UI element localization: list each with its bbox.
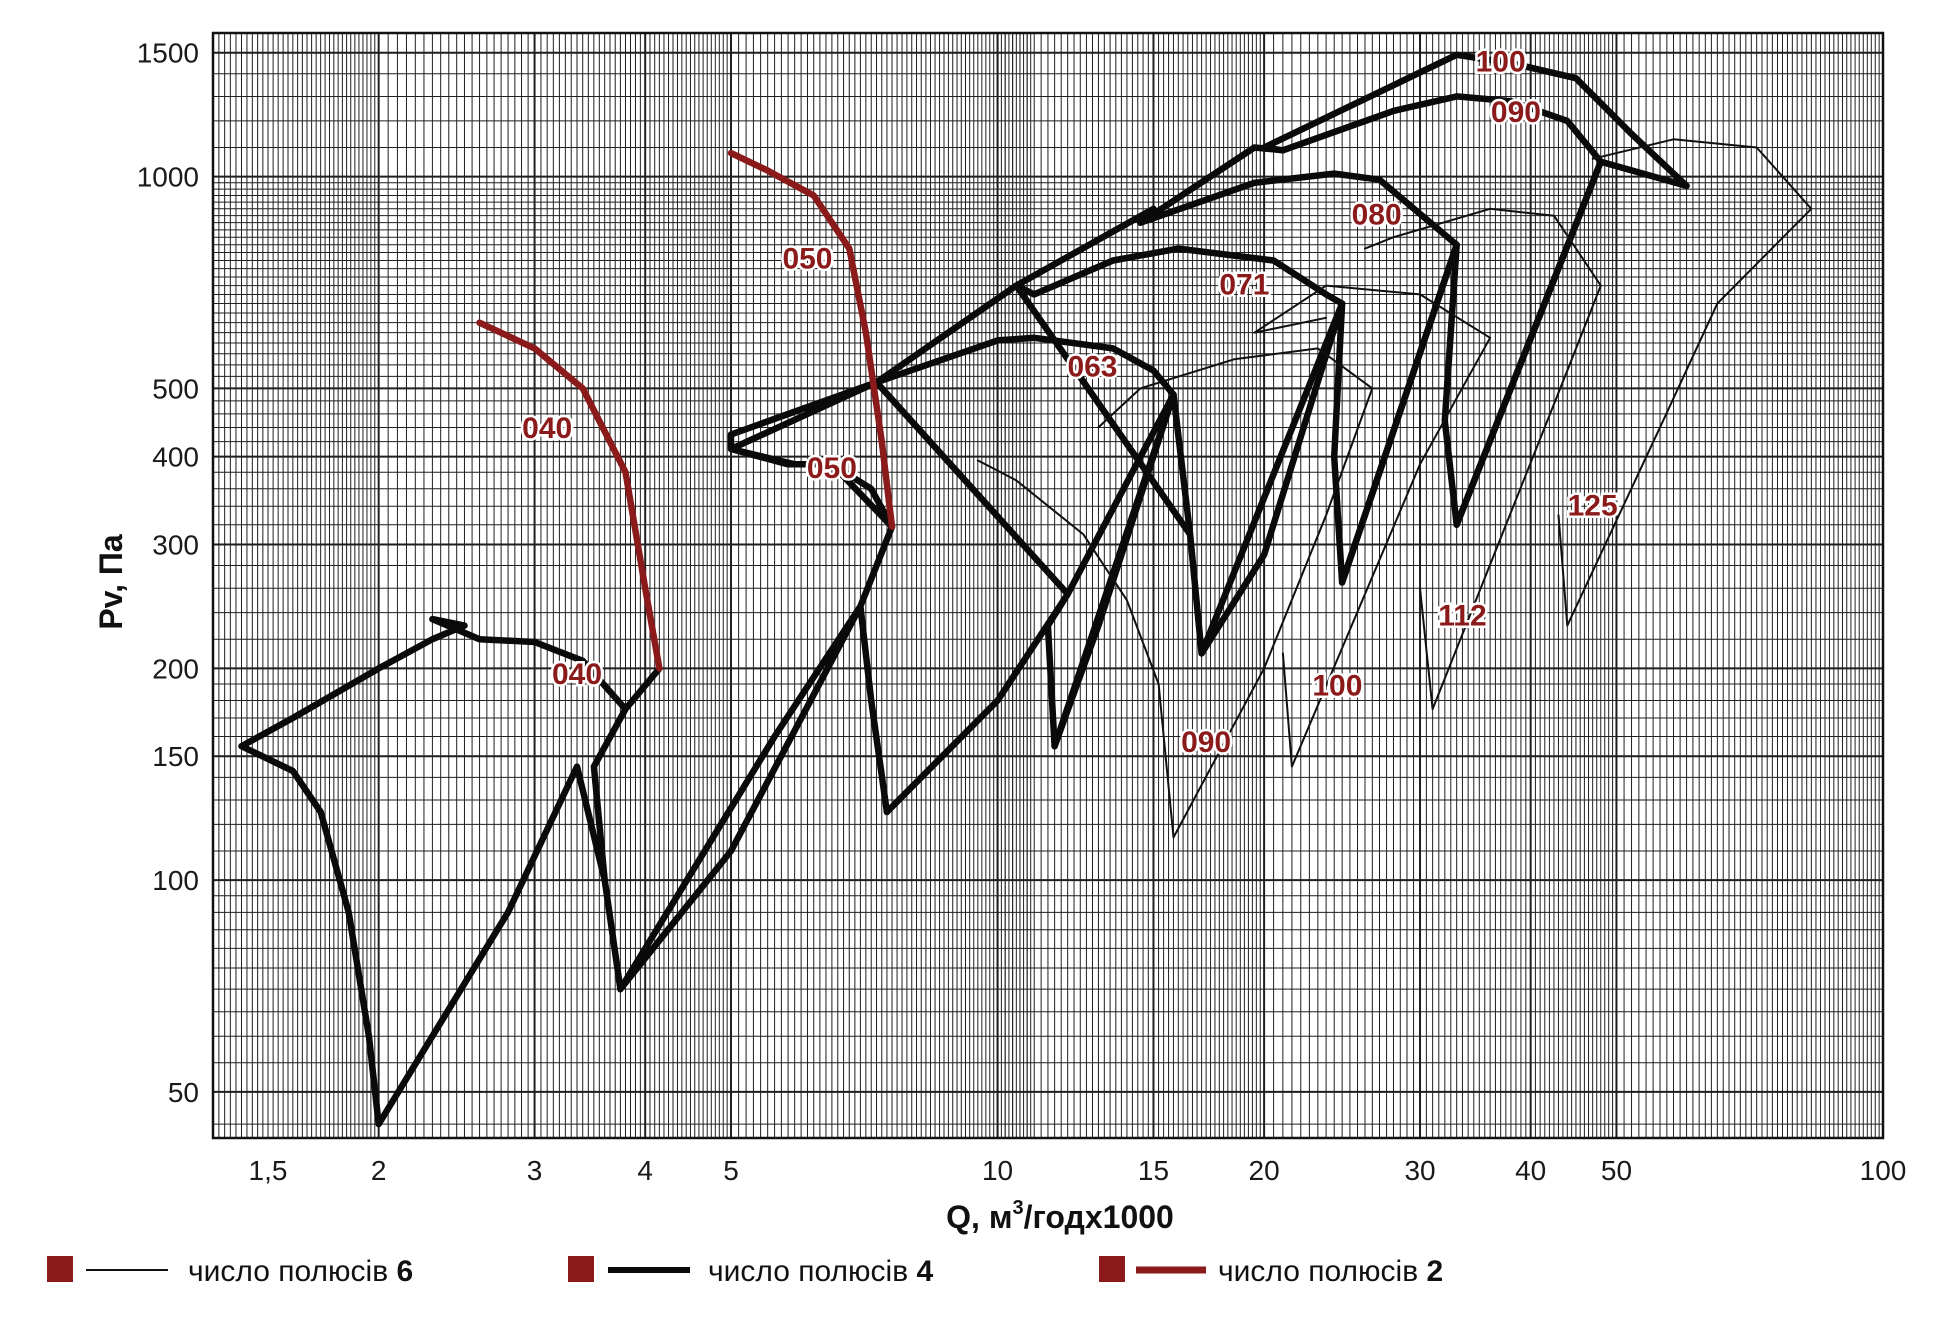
x-tick-label: 1,5 — [249, 1155, 288, 1186]
curve-112-poles-6 — [1364, 207, 1602, 711]
curve-label-063-poles-4: 063 — [1067, 350, 1117, 383]
y-tick-label: 500 — [152, 373, 199, 404]
legend-label-poles-2: число полюсів 2 — [1218, 1255, 1443, 1288]
legend-label-poles-4: число полюсів 4 — [708, 1255, 933, 1288]
x-axis-title: Q, м3/годx1000 — [946, 1197, 1174, 1235]
curve-050-poles-2 — [727, 149, 896, 530]
legend-item-poles-2: число полюсів 2 — [1099, 1255, 1443, 1288]
y-tick-label: 400 — [152, 442, 199, 473]
x-tick-label: 4 — [637, 1155, 653, 1186]
legend-marker-poles-2 — [1099, 1256, 1125, 1282]
legend: число полюсів 6 число полюсів 4 число по… — [47, 1255, 1443, 1288]
curve-label-040-poles-4: 040 — [552, 658, 602, 691]
x-tick-label: 100 — [1860, 1155, 1907, 1186]
curve-label-100-poles-4: 100 — [1476, 46, 1526, 79]
x-tick-label: 40 — [1515, 1155, 1546, 1186]
legend-item-poles-4: число полюсів 4 — [568, 1255, 933, 1288]
y-tick-label: 50 — [168, 1077, 199, 1108]
curve-label-050-poles-2: 050 — [782, 243, 832, 276]
curve-label-112-poles-6: 112 — [1438, 600, 1486, 633]
y-tick-label: 150 — [152, 741, 199, 772]
x-tick-label: 20 — [1249, 1155, 1280, 1186]
plot-frame — [211, 31, 1885, 1140]
y-tick-label: 1000 — [137, 162, 199, 193]
curve-label-050-poles-4: 050 — [807, 452, 857, 485]
legend-label-poles-6: число полюсів 6 — [188, 1255, 413, 1288]
curve-label-080-poles-4: 080 — [1352, 198, 1402, 231]
curve-100-poles-4 — [1260, 51, 1690, 528]
y-tick-label: 1500 — [137, 38, 199, 69]
x-tick-labels: 1,5 2 3 4 5 10 15 20 30 40 50 100 — [249, 1155, 1907, 1186]
y-tick-labels: 50 100 150 200 300 400 500 1000 1500 — [137, 38, 199, 1108]
x-tick-label: 10 — [982, 1155, 1013, 1186]
x-tick-label: 3 — [527, 1155, 543, 1186]
curve-label-100-poles-6: 100 — [1312, 669, 1362, 702]
x-tick-label: 30 — [1404, 1155, 1435, 1186]
curve-063-poles-4 — [727, 334, 1177, 816]
curve-labels: 040 050 063 071 080 090 100 090 100 112 125 040 050 — [520, 43, 1621, 762]
curve-125-poles-6 — [1557, 138, 1813, 627]
curves — [238, 51, 1813, 1128]
y-tick-label: 300 — [152, 529, 199, 560]
curve-040-poles-2 — [476, 319, 663, 672]
x-tick-label: 5 — [723, 1155, 739, 1186]
legend-marker-poles-6 — [47, 1256, 73, 1282]
curve-label-071-poles-4: 071 — [1219, 268, 1269, 301]
y-tick-label: 200 — [152, 653, 199, 684]
legend-item-poles-6: число полюсів 6 — [47, 1255, 413, 1288]
legend-marker-poles-4 — [568, 1256, 594, 1282]
curve-label-125-poles-6: 125 — [1568, 489, 1618, 522]
y-axis-title: Pv, Па — [93, 534, 129, 630]
y-tick-label: 100 — [152, 865, 199, 896]
curve-040-poles-4 — [238, 615, 663, 1128]
curve-050-poles-4 — [617, 523, 896, 993]
curve-100-poles-6 — [1253, 284, 1492, 768]
x-tick-label: 50 — [1601, 1155, 1632, 1186]
curve-label-040-poles-2: 040 — [522, 412, 572, 445]
curve-090-poles-6 — [976, 347, 1374, 839]
x-tick-label: 2 — [371, 1155, 387, 1186]
curve-label-090-poles-4: 090 — [1491, 96, 1541, 129]
curve-071-poles-4 — [873, 245, 1346, 750]
x-tick-label: 15 — [1138, 1155, 1169, 1186]
curve-label-090-poles-6: 090 — [1181, 726, 1231, 759]
